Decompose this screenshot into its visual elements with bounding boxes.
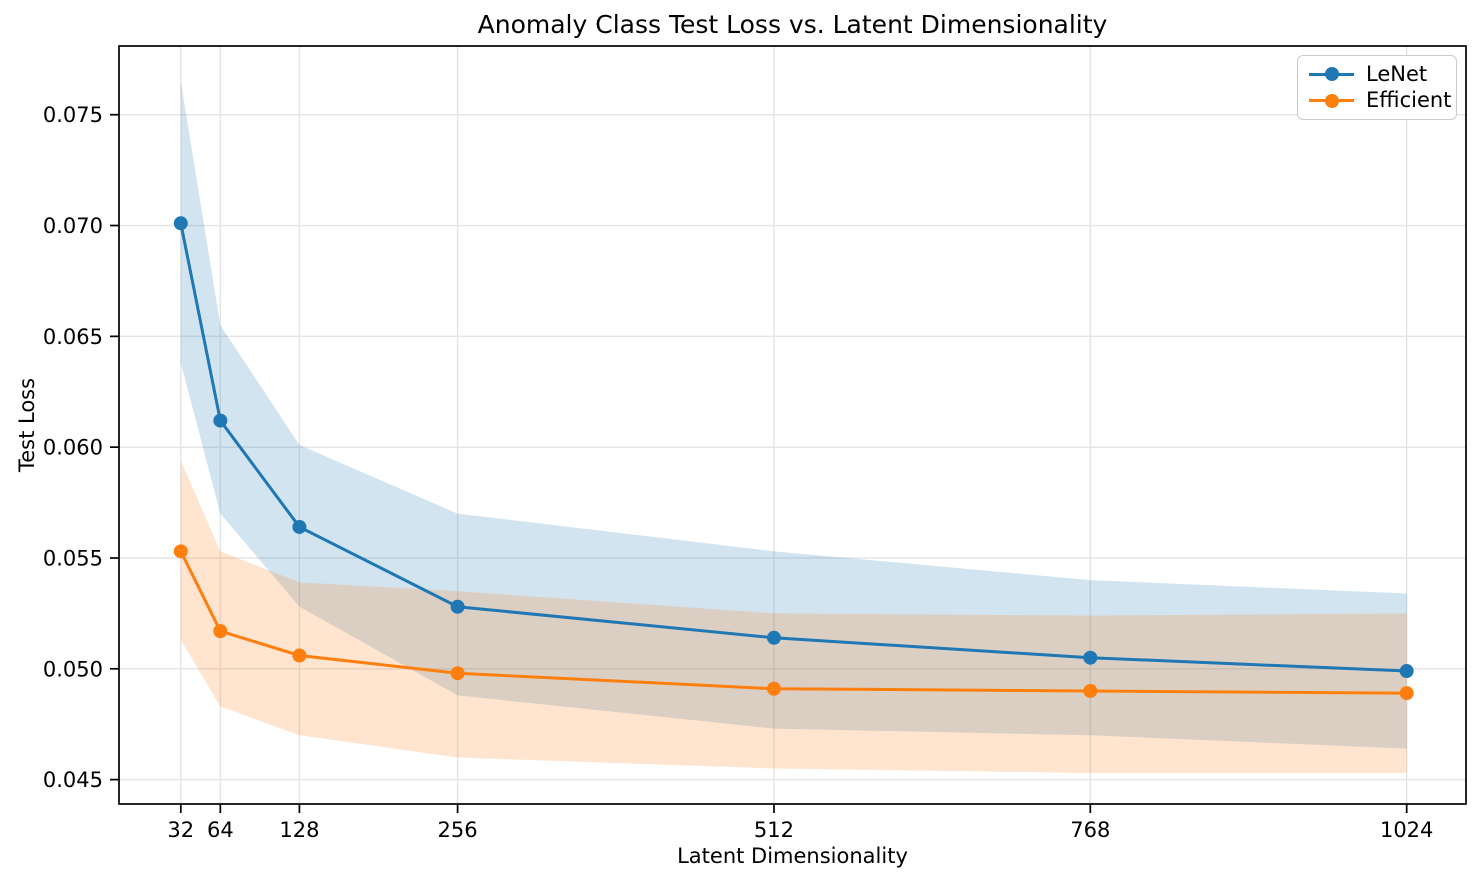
lenet-point-128 [292, 519, 307, 534]
lenet-point-64 [213, 413, 228, 428]
x-axis-label: Latent Dimensionality [677, 844, 908, 868]
x-tick-label: 256 [438, 818, 478, 842]
y-tick-label: 0.050 [43, 657, 103, 681]
lenet-point-768 [1083, 650, 1098, 665]
efficient-point-1024 [1399, 686, 1414, 701]
efficient-point-128 [292, 648, 307, 663]
efficient-confidence-band [180, 460, 1407, 773]
legend: LeNet Efficient [1297, 55, 1457, 120]
efficient-line-marker-swatch [1309, 93, 1354, 108]
y-tick-label: 0.055 [43, 546, 103, 570]
efficient-point-512 [766, 681, 781, 696]
efficient-point-32 [173, 544, 188, 559]
plot-border [118, 45, 1467, 805]
y-tick-label: 0.070 [43, 214, 103, 238]
legend-label-lenet: LeNet [1366, 61, 1428, 86]
legend-label-efficient: Efficient [1366, 88, 1452, 113]
efficient-point-64 [213, 624, 228, 639]
x-tick-label: 32 [167, 818, 194, 842]
y-tick-label: 0.060 [43, 436, 103, 460]
x-tick-label: 128 [279, 818, 319, 842]
x-tick-label: 768 [1070, 818, 1110, 842]
lenet-point-512 [766, 630, 781, 645]
chart-title: Anomaly Class Test Loss vs. Latent Dimen… [477, 10, 1108, 39]
y-tick-label: 0.065 [43, 325, 103, 349]
lenet-point-256 [450, 599, 465, 614]
lenet-line-marker-swatch [1309, 67, 1354, 82]
efficient-point-256 [450, 666, 465, 681]
y-tick-label: 0.045 [43, 768, 103, 792]
lenet-confidence-band [180, 81, 1407, 749]
efficient-point-768 [1083, 683, 1098, 698]
lenet-point-32 [173, 216, 188, 231]
x-tick-label: 64 [207, 818, 234, 842]
x-tick-label: 1024 [1380, 818, 1433, 842]
lenet-point-1024 [1399, 664, 1414, 679]
x-tick-label: 512 [754, 818, 794, 842]
y-tick-label: 0.075 [43, 103, 103, 127]
y-axis-label: Test Loss [15, 377, 39, 473]
legend-entry-efficient: Efficient [1309, 88, 1451, 114]
legend-entry-lenet: LeNet [1309, 61, 1446, 87]
